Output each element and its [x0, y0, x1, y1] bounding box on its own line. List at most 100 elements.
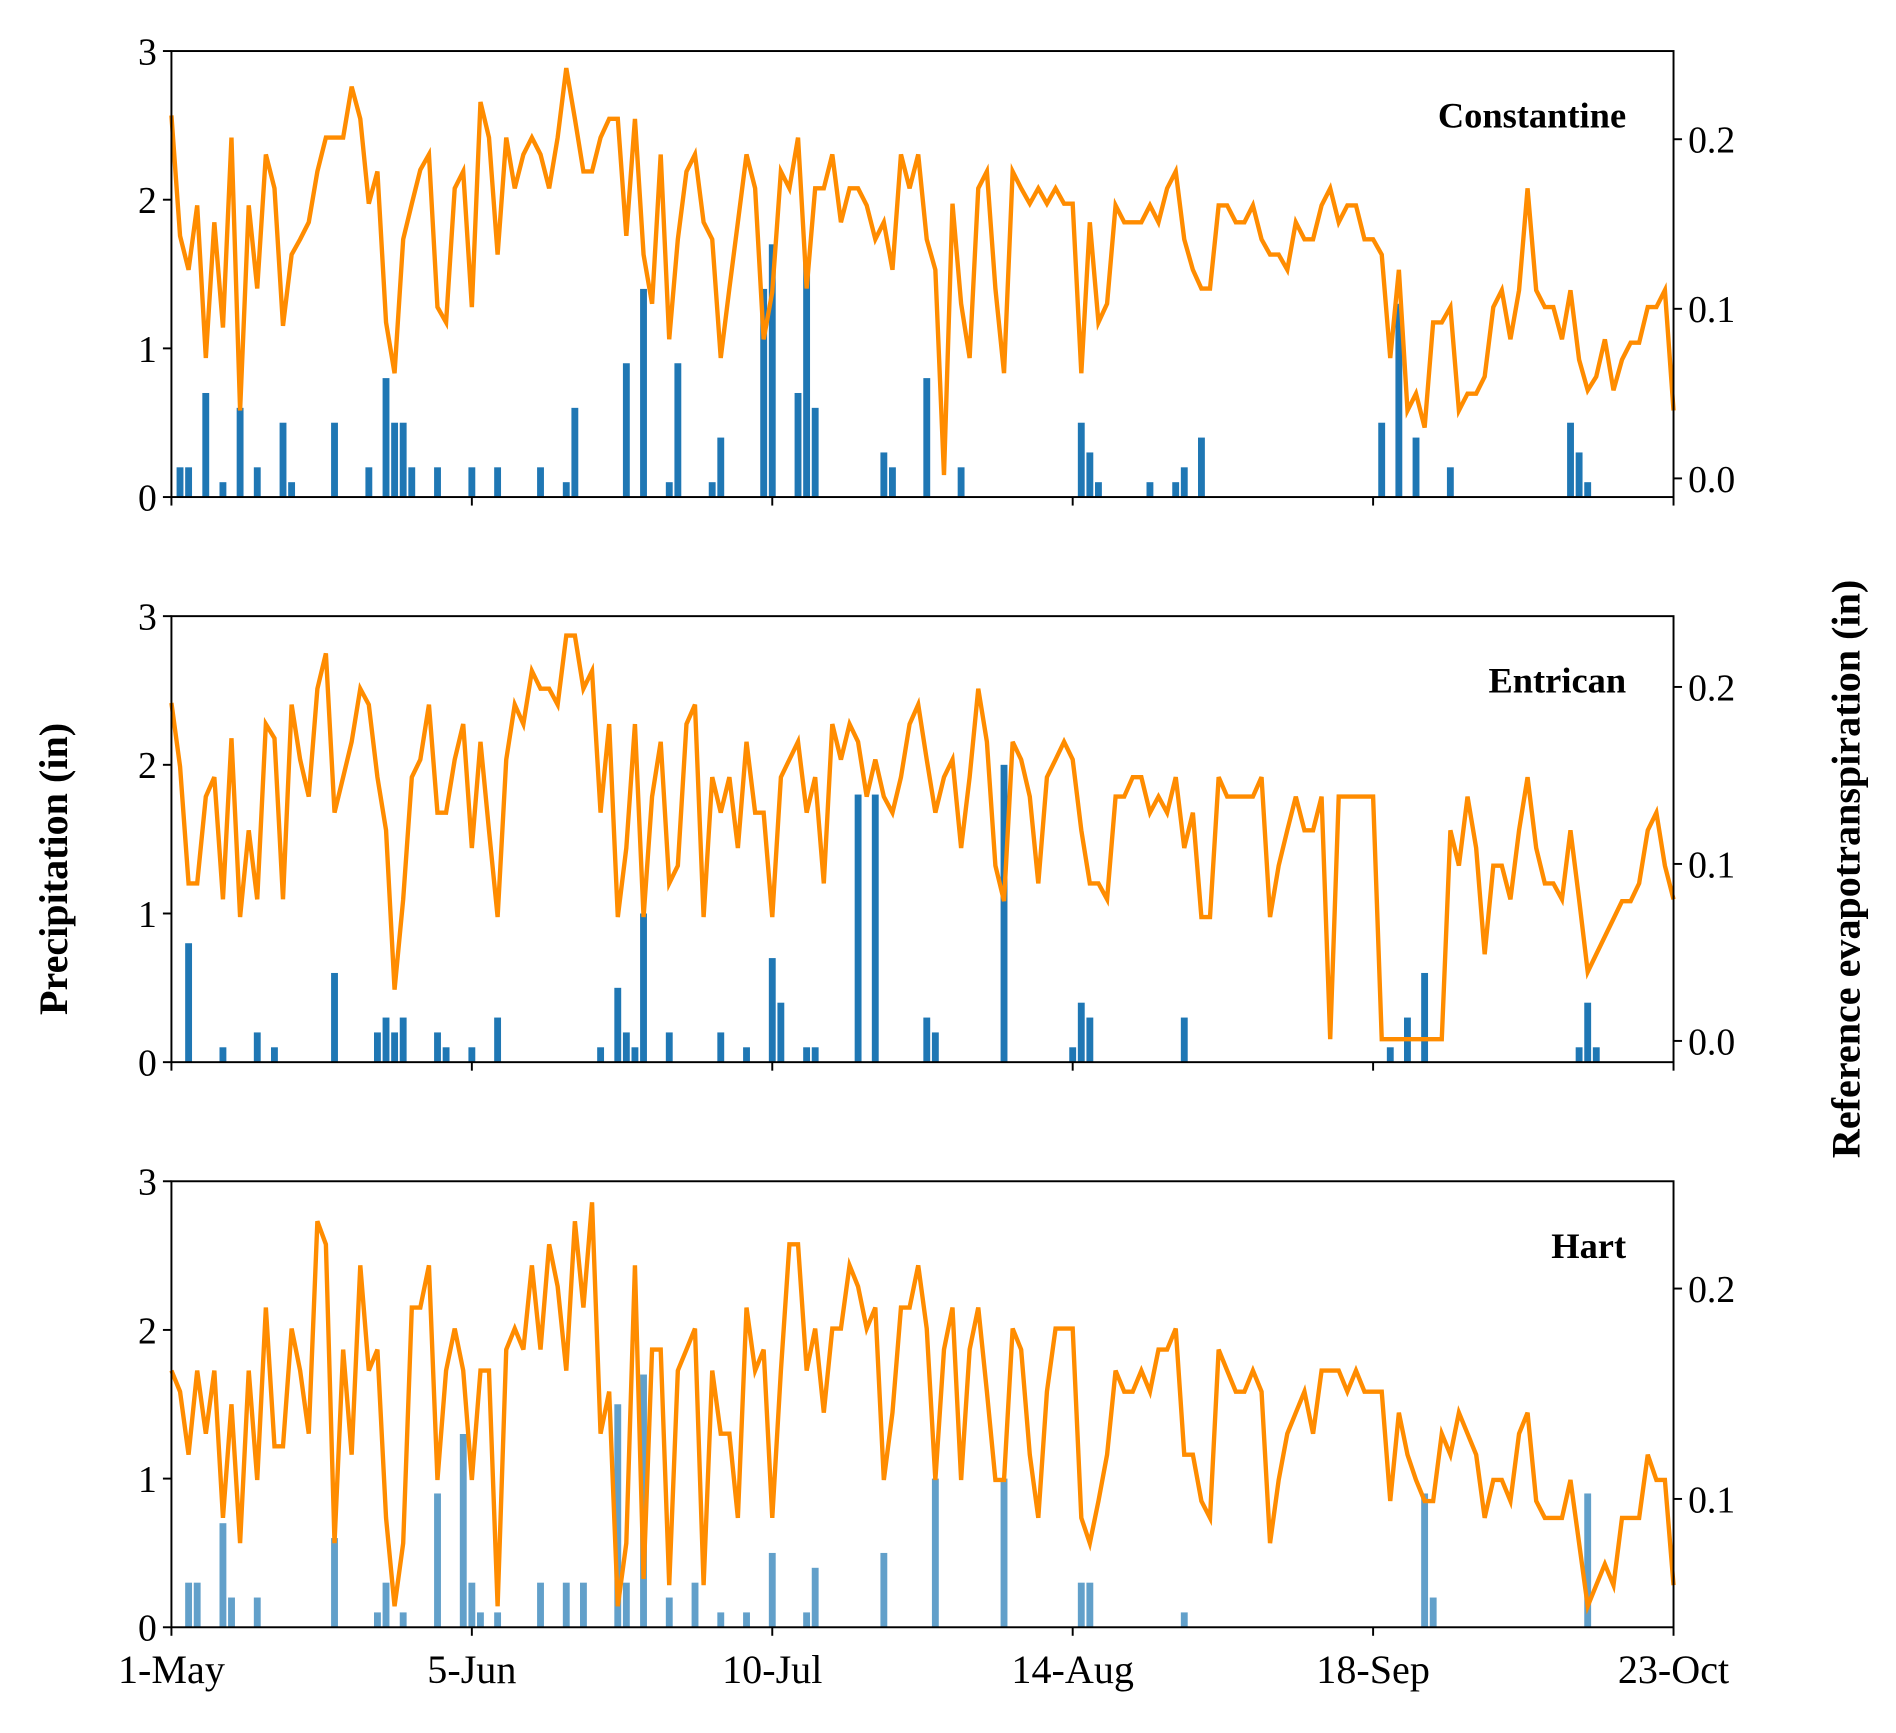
precip-bar [1077, 1582, 1085, 1628]
precip-bar [459, 1433, 467, 1628]
precip-bar [717, 1612, 725, 1628]
y-tick-label-left: 1 [138, 894, 157, 936]
x-tick-label: 18-Sep [1316, 1647, 1430, 1692]
precip-bar [1421, 972, 1429, 1063]
plot-frame [170, 1180, 1675, 1629]
precip-bar [768, 958, 776, 1063]
precip-bar [1592, 1047, 1600, 1063]
precip-bar [1378, 422, 1386, 498]
precip-bar [665, 1032, 673, 1063]
precip-bar [957, 467, 965, 498]
precip-bar [434, 1493, 441, 1628]
precip-bar [468, 1582, 476, 1628]
y-tick-label-right: 0.0 [1688, 1021, 1735, 1063]
precip-bar [622, 363, 630, 498]
precip-bar [777, 1002, 785, 1063]
y-tick-label-left: 0 [138, 1608, 157, 1650]
precip-bar [1077, 1002, 1085, 1063]
plot-frame [170, 615, 1675, 1064]
precip-bar [1095, 482, 1102, 498]
precip-bar [743, 1612, 750, 1628]
precip-bar [923, 378, 931, 498]
precip-bar [382, 1017, 390, 1063]
x-tick-label: 5-Jun [427, 1647, 516, 1692]
precip-bar [571, 407, 579, 498]
precip-bar [399, 422, 407, 498]
x-tick-label: 14-Aug [1011, 1647, 1134, 1692]
precip-bar [1180, 1017, 1188, 1063]
precip-bar [614, 987, 622, 1063]
precip-bar [219, 1047, 227, 1063]
precip-bar [631, 1047, 639, 1063]
precip-bar [365, 467, 373, 498]
precip-bar [1412, 437, 1420, 498]
precip-bar [228, 1597, 235, 1628]
y-axis-label-right: Reference evapotranspiration (in) [1823, 580, 1868, 1158]
precip-bar [1086, 1582, 1094, 1628]
precip-bar [1584, 1002, 1592, 1063]
precip-bar [1386, 1047, 1394, 1063]
precip-bar [1086, 1017, 1094, 1063]
y-tick-label-left: 0 [138, 1043, 157, 1085]
precip-bar [811, 407, 819, 498]
precip-bar [434, 467, 441, 498]
precip-bar [1575, 452, 1583, 498]
precip-bar [717, 437, 725, 498]
et-line [169, 1202, 1676, 1615]
precip-bar [1567, 422, 1574, 498]
precip-bar [373, 1612, 381, 1628]
precip-bar [1180, 467, 1188, 498]
precip-bar [803, 259, 811, 498]
precip-bar [1421, 1493, 1429, 1628]
precip-bar [1000, 764, 1008, 1063]
precip-bar [803, 1047, 811, 1063]
precip-bar [185, 1582, 193, 1628]
y-tick-label-right: 0.2 [1688, 120, 1735, 162]
precip-bar [408, 467, 416, 498]
y-axis-label-left: Precipitation (in) [31, 723, 76, 1015]
y-tick-label-left: 2 [138, 1310, 157, 1352]
precip-bar [193, 1582, 201, 1628]
precip-bar [253, 1597, 261, 1628]
y-tick-label-left: 0 [138, 477, 157, 519]
precip-bar [1077, 422, 1085, 498]
precip-bar [494, 1017, 502, 1063]
precip-bar [537, 1582, 544, 1628]
precip-bar [494, 1612, 502, 1628]
precip-bar [537, 467, 544, 498]
precip-bar [597, 1047, 605, 1063]
y-tick-label-left: 1 [138, 329, 157, 371]
y-tick-label-left: 1 [138, 1459, 157, 1501]
panel-title: Entrican [1488, 661, 1626, 701]
precip-bar [185, 943, 193, 1063]
precip-bar [1069, 1047, 1077, 1063]
precip-bar [236, 407, 244, 498]
precip-bar [794, 392, 802, 498]
precip-bar [176, 467, 184, 498]
precip-bar [1146, 482, 1154, 498]
precip-bar [665, 1597, 673, 1628]
precip-bar [442, 1047, 450, 1063]
precip-bar [288, 482, 296, 498]
precip-bar [691, 1582, 699, 1628]
y-tick-label-left: 3 [138, 31, 157, 73]
precip-bar [614, 1404, 622, 1628]
precip-bar [382, 1582, 390, 1628]
precip-bar [331, 422, 338, 498]
x-tick-label: 10-Jul [722, 1647, 822, 1692]
y-tick-label-left: 2 [138, 180, 157, 222]
panel-title: Constantine [1438, 96, 1626, 136]
precip-bar [202, 392, 210, 498]
precip-bar [871, 794, 879, 1063]
precip-bar [889, 467, 896, 498]
precip-bar [880, 452, 888, 498]
precip-bar [640, 913, 647, 1063]
precip-bar [1429, 1597, 1437, 1628]
precip-bar [743, 1047, 750, 1063]
precip-bar [399, 1612, 407, 1628]
precip-bar [768, 1552, 776, 1628]
x-tick-label: 1-May [118, 1647, 225, 1692]
y-tick-label-right: 0.1 [1688, 1479, 1735, 1521]
precip-bar [477, 1612, 484, 1628]
